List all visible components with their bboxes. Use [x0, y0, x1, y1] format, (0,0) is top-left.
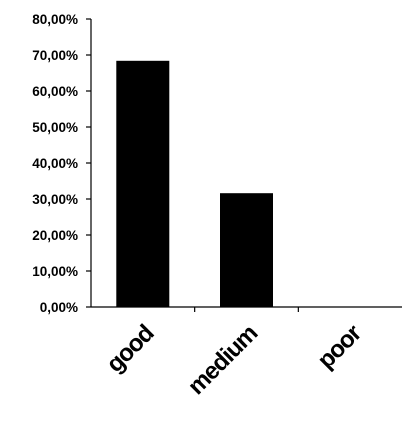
- y-tick-label: 10,00%: [32, 264, 78, 279]
- y-tick-label: 80,00%: [32, 12, 78, 27]
- y-tick-label: 0,00%: [40, 300, 78, 315]
- y-tick-label: 70,00%: [32, 48, 78, 63]
- y-axis-ticks: 0,00% 10,00% 20,00% 30,00% 40,00% 50,00% 60,00…: [32, 12, 91, 315]
- y-tick-label: 50,00%: [32, 120, 78, 135]
- bar-medium: [220, 193, 273, 307]
- bars-group: [116, 60, 273, 307]
- y-tick-label: 40,00%: [32, 156, 78, 171]
- y-tick-label: 20,00%: [32, 228, 78, 243]
- x-tick-label-medium: medium: [183, 320, 263, 400]
- x-axis-ticks: good medium poor: [101, 307, 367, 400]
- y-tick-label: 30,00%: [32, 192, 78, 207]
- x-tick-label-poor: poor: [312, 320, 366, 374]
- y-tick-label: 60,00%: [32, 84, 78, 99]
- x-tick-label-good: good: [101, 320, 159, 378]
- bar-good: [116, 60, 170, 307]
